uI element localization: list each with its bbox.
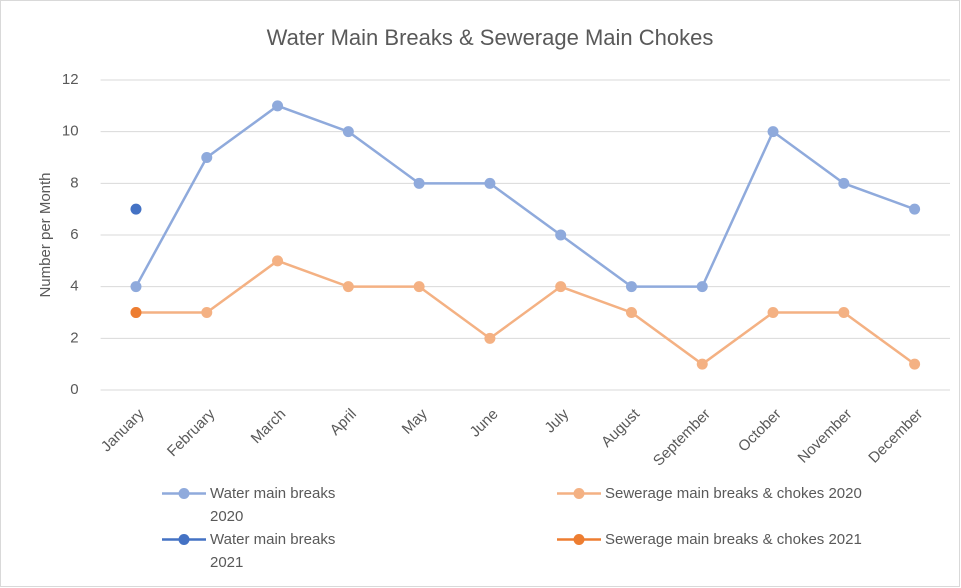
data-point: [484, 332, 496, 344]
data-point: [696, 358, 708, 370]
data-point: [625, 281, 637, 293]
y-tick-label: 10: [62, 123, 79, 140]
legend-icon: [162, 488, 206, 499]
legend-entry: Sewerage main breaks & chokes 2021: [557, 528, 875, 551]
data-point: [555, 281, 567, 293]
data-point: [625, 307, 637, 318]
legend-label: Water main breaks 2021: [210, 531, 336, 571]
legend-icon: [162, 534, 206, 545]
data-point: [272, 100, 284, 112]
y-tick-label: 8: [70, 174, 78, 191]
legend-entry: Water main breaks 2021: [162, 528, 370, 574]
legend-icon: [557, 534, 601, 545]
y-tick-label: 6: [70, 226, 78, 243]
legend-label: Sewerage main breaks & chokes 2021: [605, 531, 862, 548]
data-point: [342, 281, 354, 293]
data-point: [413, 177, 425, 189]
legend-label: Sewerage main breaks & chokes 2020: [605, 485, 862, 502]
data-point: [130, 281, 142, 293]
legend-marker: [573, 534, 585, 545]
data-point: [201, 307, 213, 318]
legend-label: Water main breaks 2020: [210, 485, 336, 525]
data-point: [555, 229, 567, 241]
data-point: [767, 126, 779, 138]
data-point: [272, 255, 284, 267]
data-point: [413, 281, 425, 293]
chart-title: Water Main Breaks & Sewerage Main Chokes: [267, 25, 714, 50]
data-point: [767, 307, 779, 318]
legend-marker: [573, 488, 585, 499]
data-point: [201, 152, 213, 163]
data-point: [838, 177, 850, 189]
y-tick-label: 0: [70, 381, 78, 398]
series-line: [134, 104, 916, 288]
data-point: [838, 307, 850, 318]
y-tick-label: 12: [62, 71, 79, 88]
series-line: [135, 259, 916, 366]
data-point: [909, 203, 921, 215]
data-point: [342, 126, 354, 138]
legend-entry: Sewerage main breaks & chokes 2020: [557, 482, 875, 505]
y-tick-label: 2: [70, 329, 78, 346]
legend-marker: [178, 488, 190, 499]
y-tick-label: 4: [70, 278, 78, 295]
data-point: [130, 307, 142, 318]
y-axis-label: Number per Month: [37, 172, 54, 297]
data-point: [909, 358, 921, 370]
legend-entry: Water main breaks 2020: [162, 482, 370, 528]
legend-icon: [557, 488, 601, 499]
data-point: [130, 203, 142, 215]
data-point: [696, 281, 708, 293]
legend-marker: [178, 534, 190, 545]
data-point: [484, 177, 496, 189]
